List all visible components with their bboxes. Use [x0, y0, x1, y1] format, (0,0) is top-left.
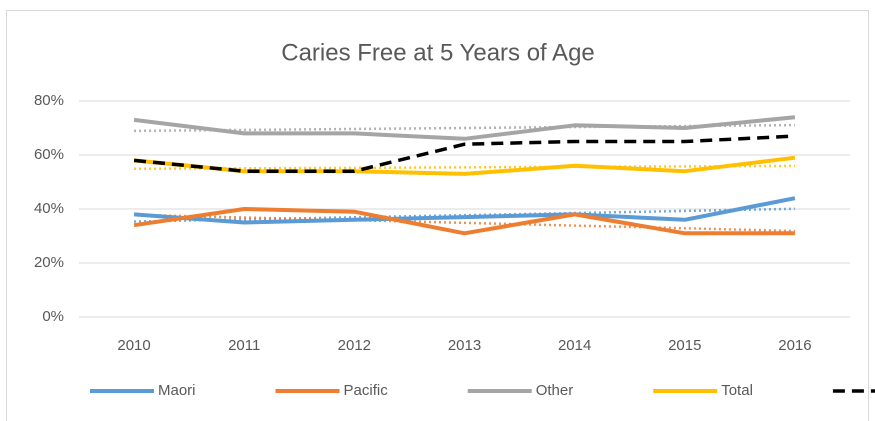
- y-tick-label: 80%: [34, 92, 64, 109]
- series-line: [133, 155, 796, 176]
- x-tick-label: 2014: [558, 337, 591, 354]
- series-line: [133, 115, 796, 141]
- x-tick-label: 2015: [668, 337, 701, 354]
- series-line: [133, 207, 795, 236]
- legend-label: Total: [721, 382, 753, 399]
- legend-label: Maori: [158, 382, 196, 399]
- y-tick-label: 20%: [34, 254, 64, 271]
- y-tick-label: 40%: [34, 200, 64, 217]
- x-tick-label: 2012: [338, 337, 371, 354]
- y-tick-label: 0%: [42, 308, 64, 325]
- chart-title: Caries Free at 5 Years of Age: [281, 39, 595, 66]
- trendline: [134, 164, 795, 171]
- x-tick-label: 2016: [778, 337, 811, 354]
- x-tick-label: 2013: [448, 337, 481, 354]
- series-line: [133, 196, 796, 225]
- series-line: [133, 134, 796, 173]
- y-tick-label: 60%: [34, 146, 64, 163]
- trendline: [134, 213, 795, 233]
- legend-label: Other: [536, 382, 574, 399]
- x-tick-label: 2011: [228, 337, 260, 354]
- legend-label: Pacific: [344, 382, 389, 399]
- x-tick-label: 2010: [117, 337, 150, 354]
